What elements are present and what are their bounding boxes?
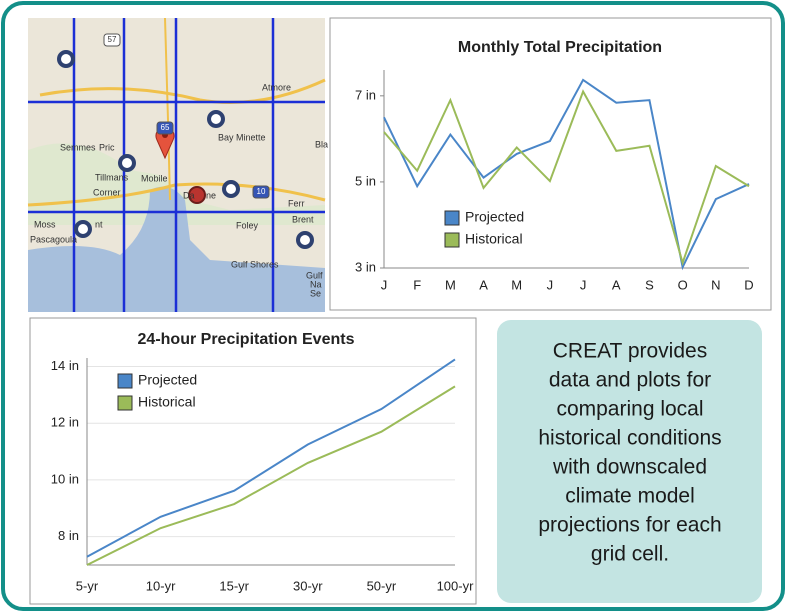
map-label: Bla — [315, 139, 328, 149]
caption-line: climate model — [565, 485, 695, 508]
y-tick-label: 10 in — [51, 471, 79, 486]
road-shield-label: 65 — [161, 123, 170, 132]
map-label: Se — [310, 288, 321, 298]
x-tick-label: S — [645, 277, 654, 292]
x-tick-label: N — [711, 277, 720, 292]
x-tick-label: 30-yr — [293, 578, 323, 593]
map-label: ne — [206, 190, 216, 200]
x-tick-label: O — [678, 277, 688, 292]
y-tick-label: 12 in — [51, 415, 79, 430]
map-label: Moss — [34, 219, 56, 229]
road-shield-label: 10 — [257, 187, 266, 196]
x-tick-label: 50-yr — [367, 578, 397, 593]
x-tick-label: 5-yr — [76, 578, 99, 593]
legend-label: Projected — [138, 372, 197, 388]
map-label: Mobile — [141, 173, 168, 183]
x-tick-label: M — [445, 277, 456, 292]
x-tick-label: D — [744, 277, 753, 292]
caption-line: with downscaled — [552, 456, 707, 479]
map-label: Brent — [292, 214, 314, 224]
map-label: Da — [183, 190, 195, 200]
y-tick-label: 8 in — [58, 528, 79, 543]
map-label: Corner — [93, 187, 121, 197]
x-tick-label: A — [612, 277, 621, 292]
chart-panel — [330, 18, 771, 310]
legend-swatch — [445, 233, 459, 247]
page: Atmore Bay Minette SemmesPric Mobile Tillman… — [0, 0, 786, 612]
legend-label: Projected — [465, 209, 524, 225]
y-tick-label: 14 in — [51, 358, 79, 373]
map — [28, 18, 325, 312]
caption-line: historical conditions — [538, 427, 721, 450]
caption-line: CREAT provides — [553, 340, 707, 363]
x-tick-label: 10-yr — [146, 578, 176, 593]
x-tick-label: A — [479, 277, 488, 292]
map-label: Pric — [99, 142, 115, 152]
legend-label: Historical — [465, 231, 523, 247]
x-tick-label: J — [580, 277, 587, 292]
caption-line: projections for each — [538, 514, 721, 537]
caption-line: comparing local — [556, 398, 703, 421]
caption-line: data and plots for — [549, 369, 711, 392]
map-label: Tillmans — [95, 172, 129, 182]
map-label: Atmore — [262, 82, 291, 92]
x-tick-label: J — [547, 277, 554, 292]
x-tick-label: J — [381, 277, 388, 292]
caption-line: grid cell. — [591, 543, 669, 566]
legend-swatch — [445, 211, 459, 225]
legend-swatch — [118, 374, 132, 388]
legend-swatch — [118, 396, 132, 410]
y-tick-label: 3 in — [355, 259, 376, 274]
map-label: Bay Minette — [218, 132, 266, 142]
chart-title: 24-hour Precipitation Events — [138, 331, 355, 348]
y-tick-label: 7 in — [355, 87, 376, 102]
y-tick-label: 5 in — [355, 173, 376, 188]
legend-label: Historical — [138, 394, 196, 410]
map-label: Foley — [236, 220, 259, 230]
map-label: Gulf Shores — [231, 259, 279, 269]
x-tick-label: 100-yr — [437, 578, 475, 593]
map-label: Semmes — [60, 142, 96, 152]
x-tick-label: M — [511, 277, 522, 292]
x-tick-label: 15-yr — [219, 578, 249, 593]
chart-title: Monthly Total Precipitation — [458, 39, 662, 56]
map-label: Ferr — [288, 198, 305, 208]
map-label: nt — [95, 219, 103, 229]
map-label: Pascagoula — [30, 234, 77, 244]
road-shield-label: 57 — [108, 35, 117, 44]
x-tick-label: F — [413, 277, 421, 292]
